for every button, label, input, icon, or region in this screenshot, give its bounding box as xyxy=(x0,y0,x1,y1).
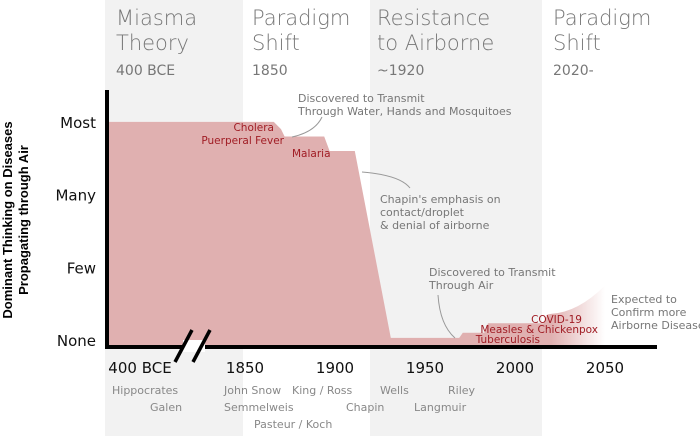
era-title: Resistance xyxy=(377,6,490,30)
disease-label: Puerperal Fever xyxy=(201,135,284,147)
scientist-label: Semmelweis xyxy=(224,401,294,414)
scientist-label: Chapin xyxy=(346,401,384,414)
y-axis-title-line: Dominant Thinking on Diseases xyxy=(0,121,15,318)
annotation-leader-line xyxy=(291,116,323,138)
axis-break-mark xyxy=(191,329,212,363)
scientist-label: Pasteur / Koch xyxy=(254,418,332,431)
y-tick-label: Few xyxy=(67,259,96,277)
disease-label: Tuberculosis xyxy=(475,334,540,346)
disease-label: Malaria xyxy=(292,148,331,160)
disease-label: Cholera xyxy=(233,122,274,134)
scientist-label: King / Ross xyxy=(292,384,353,397)
area-series xyxy=(107,121,551,346)
annotation-text: & denial of airborne xyxy=(380,219,490,232)
area-projection xyxy=(551,285,605,345)
x-tick-label: 1850 xyxy=(226,359,264,377)
annotation-leader-line xyxy=(361,171,411,189)
era-date: 2020- xyxy=(553,63,594,79)
scientist-label: Riley xyxy=(448,384,476,397)
disease-label: COVID-19 xyxy=(531,314,582,326)
annotation-text: Confirm more xyxy=(611,306,687,319)
annotation-text: Through Water, Hands and Mosquitoes xyxy=(297,105,512,118)
scientist-label: Galen xyxy=(150,401,182,414)
x-tick-label: 1900 xyxy=(316,359,354,377)
era-date: 1850 xyxy=(252,63,288,79)
annotation-text: Airborne Diseases xyxy=(611,319,700,332)
era-date: 400 BCE xyxy=(116,63,175,79)
annotation-text: Discovered to Transmit xyxy=(429,266,556,279)
annotation-text: contact/droplet xyxy=(380,206,465,219)
scientist-label: John Snow xyxy=(223,384,281,397)
axis-break-mark xyxy=(173,329,194,363)
scientist-label: Langmuir xyxy=(414,401,467,414)
x-tick-label: 2050 xyxy=(586,359,624,377)
era-title: Theory xyxy=(116,31,189,55)
disease-label: Measles & Chickenpox xyxy=(480,324,598,336)
era-title: Paradigm xyxy=(553,6,651,30)
y-tick-label: Most xyxy=(60,114,96,132)
annotation-text: Expected to xyxy=(611,293,677,306)
annotation-leader-line xyxy=(437,294,456,339)
x-tick-label: 400 BCE xyxy=(108,359,171,377)
x-tick-label: 2000 xyxy=(496,359,534,377)
era-title: Paradigm xyxy=(252,6,350,30)
era-title: to Airborne xyxy=(377,31,494,55)
scientist-label: Hippocrates xyxy=(112,384,178,397)
era-title: Shift xyxy=(252,31,300,55)
y-tick-label: Many xyxy=(55,187,96,205)
x-tick-label: 1950 xyxy=(406,359,444,377)
era-band-resistance xyxy=(370,0,542,436)
y-axis-title: Dominant Thinking on DiseasesPropagating… xyxy=(0,121,31,318)
y-axis-title-line: Propagating through Air xyxy=(16,145,31,295)
scientist-label: Wells xyxy=(380,384,409,397)
annotation-text: Through Air xyxy=(428,279,494,292)
annotation-text: Chapin's emphasis on xyxy=(380,193,501,206)
era-title: Miasma xyxy=(116,6,197,30)
y-tick-label: None xyxy=(57,332,96,350)
era-date: ~1920 xyxy=(377,63,424,79)
era-title: Shift xyxy=(553,31,601,55)
annotation-text: Discovered to Transmit xyxy=(298,92,425,105)
